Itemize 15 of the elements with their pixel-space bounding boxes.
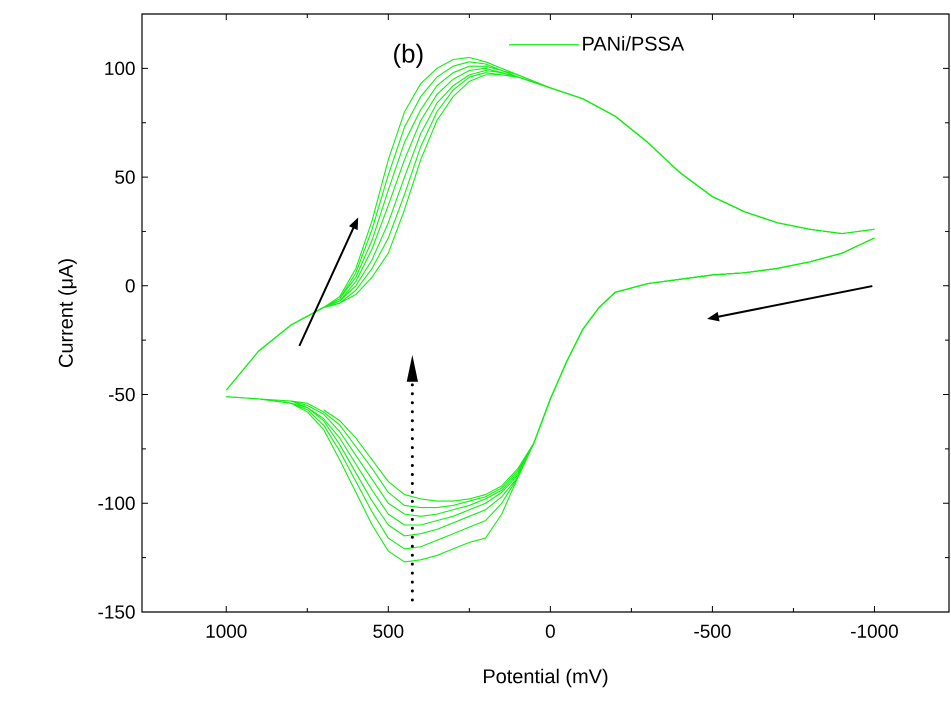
legend-label: PANi/PSSA: [583, 36, 684, 51]
y-tick-label: -50: [108, 388, 135, 402]
text: (b): [394, 44, 423, 68]
x-axis-title: Potential (mV): [484, 668, 608, 688]
y-axis-title: Current (μA): [58, 259, 77, 367]
x-tick-label: -1000: [851, 624, 898, 638]
y-tick-label: -100: [98, 496, 135, 510]
x-tick-label: -500: [694, 624, 731, 638]
y-tick-label: 100: [105, 62, 135, 76]
x-tick-label: 500: [373, 624, 404, 638]
x-tick-label: 0: [546, 624, 555, 638]
x-tick-label: 1000: [206, 624, 247, 638]
y-tick-label: 50: [115, 170, 135, 184]
y-tick-label: 0: [126, 279, 135, 293]
y-tick-label: -150: [98, 605, 135, 619]
